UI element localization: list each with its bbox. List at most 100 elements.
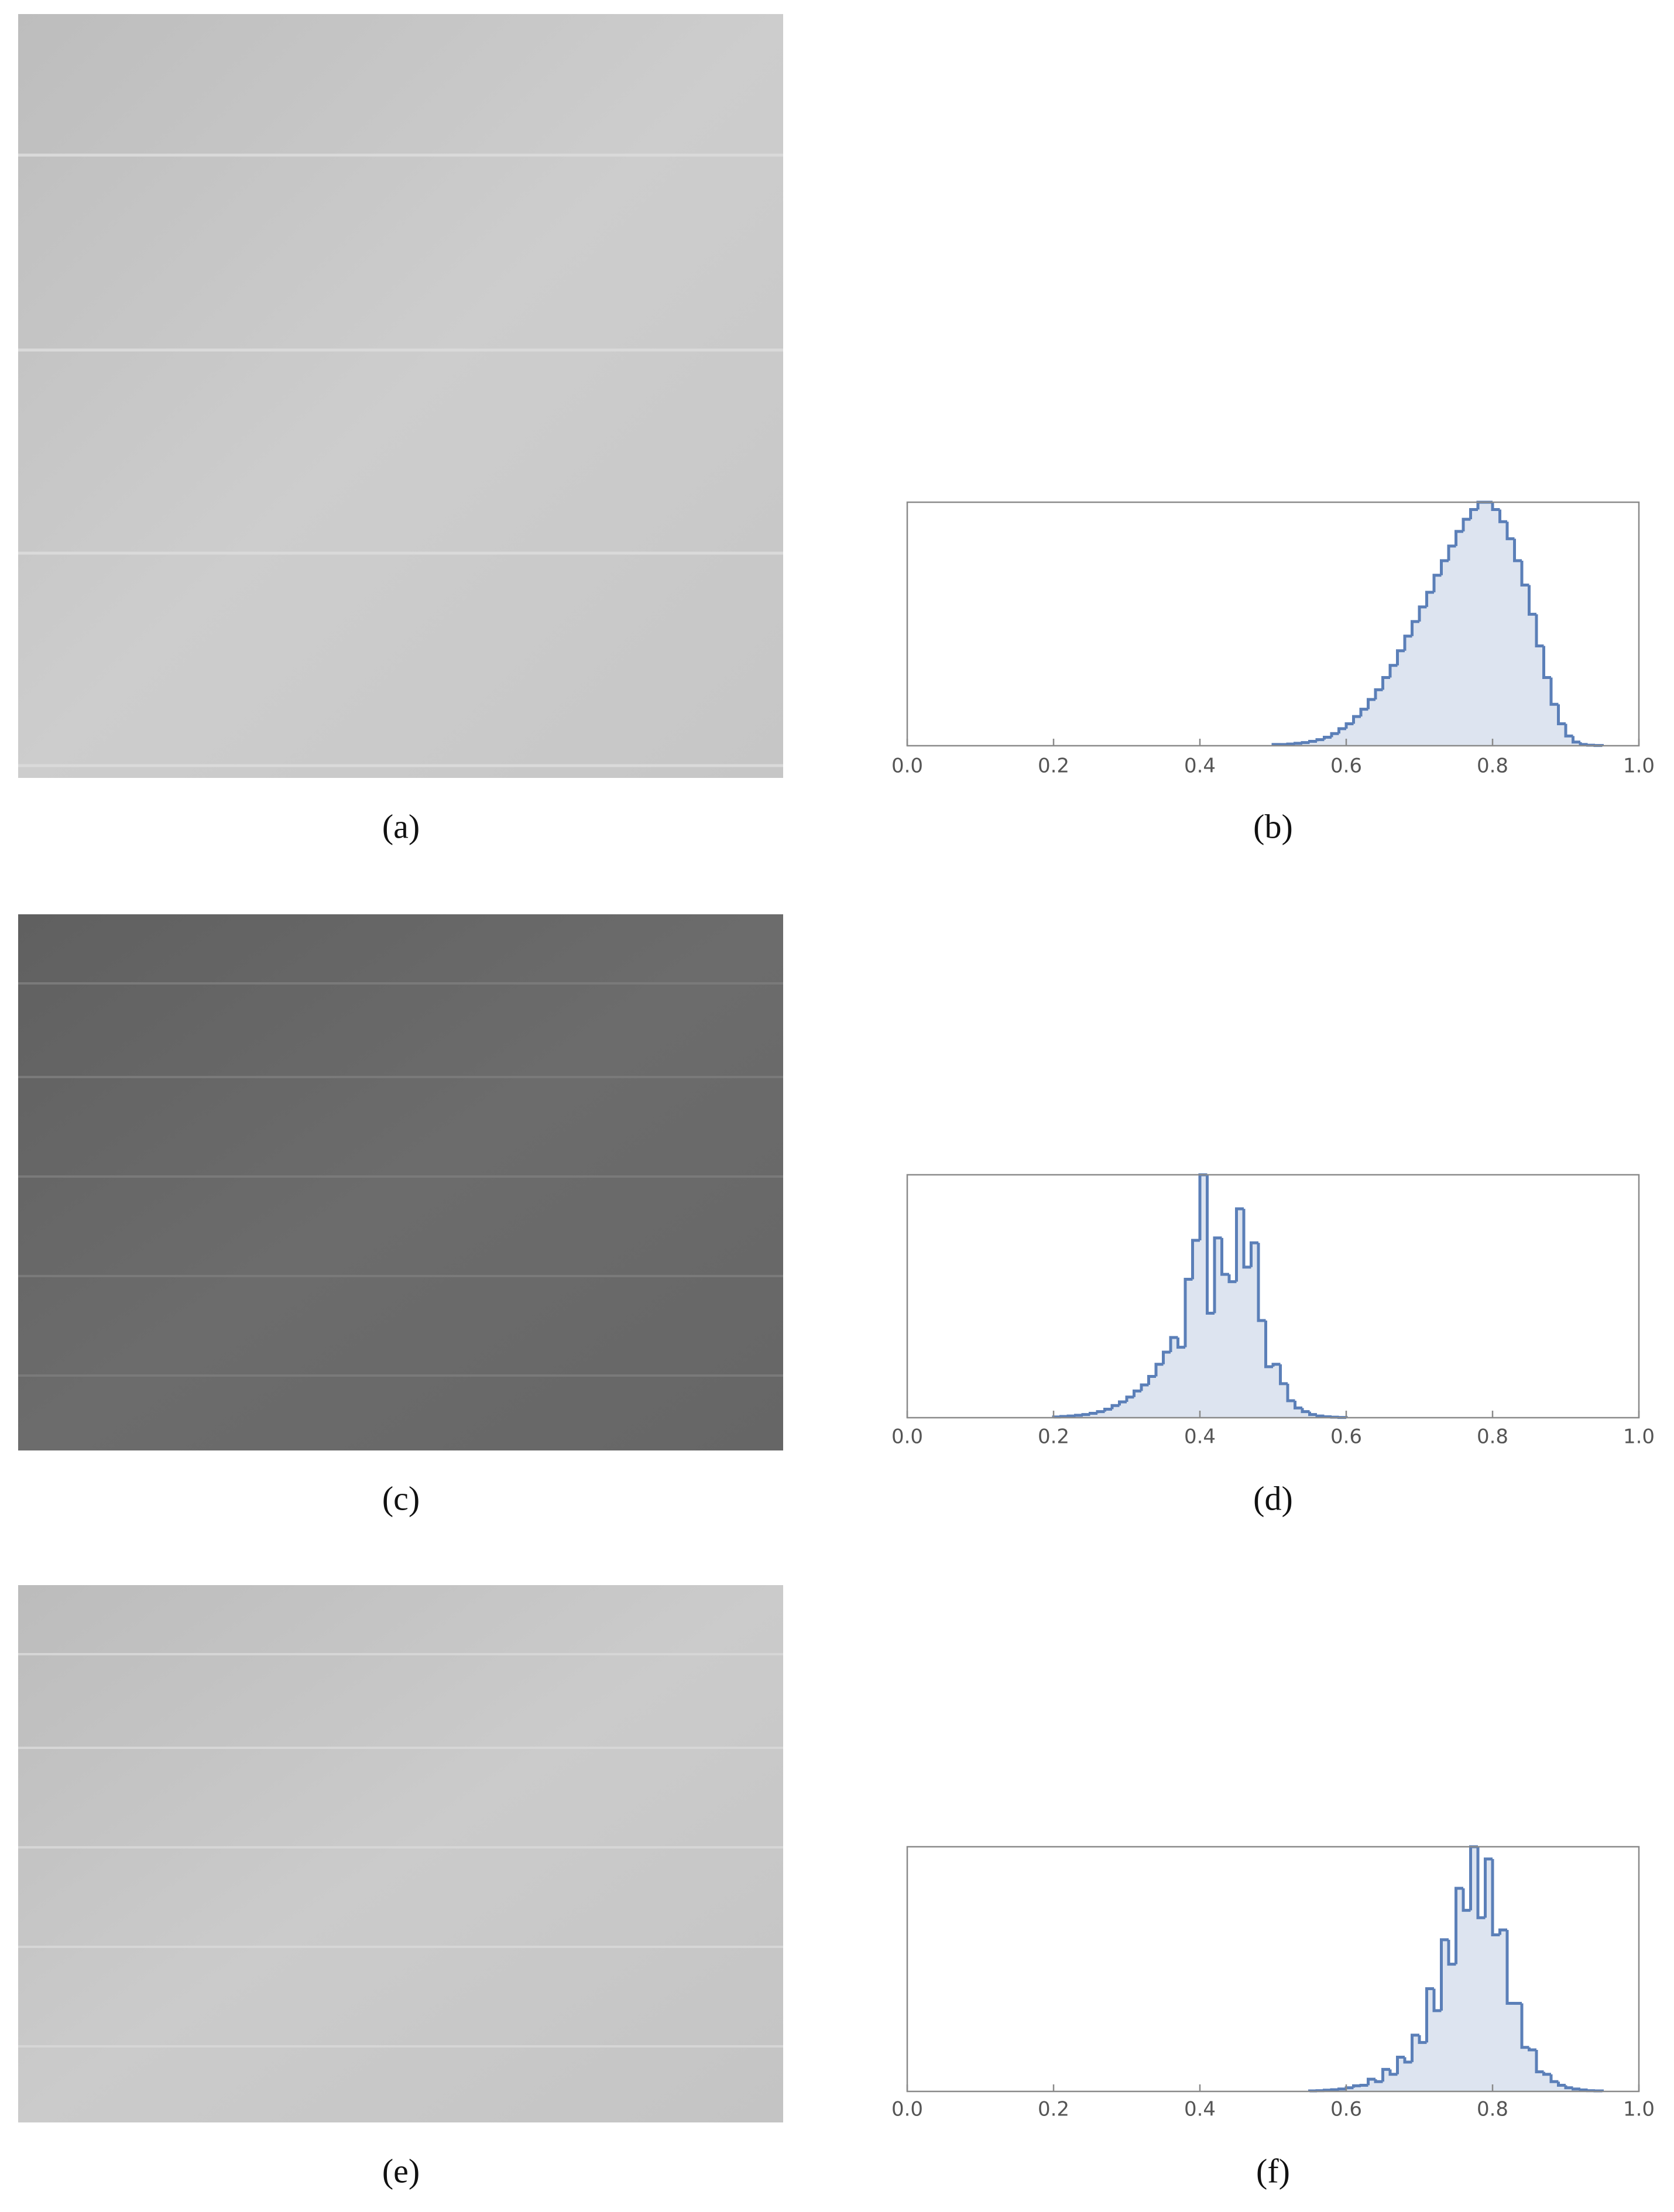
bar [1141,1384,1149,1418]
bar-outline [1425,591,1434,607]
bar-outline [1520,560,1529,587]
bar-outline [1403,2057,1412,2064]
bar [1171,1338,1178,1418]
bar [1339,728,1346,746]
bar-outline [1096,1410,1105,1414]
bar-outline [1367,698,1375,709]
bar-outline [1425,1987,1434,2043]
bar [1500,522,1507,746]
bar [1148,1376,1156,1418]
bar [1470,1847,1478,2091]
bar [1346,2087,1354,2091]
bar [1543,677,1551,746]
bar [1456,1888,1463,2091]
bar-outline [1411,620,1419,636]
bar [1200,1175,1208,1418]
bar [1566,736,1573,746]
bar [1156,1364,1164,1418]
bar-outline [1294,1400,1302,1409]
bar-outline [1579,742,1588,746]
bar [1353,2086,1361,2091]
bar [1302,742,1310,746]
bar-outline [1491,1858,1500,1936]
bar-outline [1396,2055,1405,2074]
bar-outline [1301,1408,1310,1414]
bar-outline [1118,1400,1127,1406]
bar [1368,699,1375,746]
bar [1397,650,1405,746]
bar-outline [1528,2047,1536,2052]
bar-outline [1476,1847,1486,1919]
bar [1405,636,1412,746]
bar-outline [1330,732,1339,738]
plot-frame [906,1846,1640,2093]
bar-outline [1572,736,1580,744]
x-tick-label: 0.6 [1330,2098,1362,2121]
bar [1536,2072,1544,2091]
chart-caption: (f) [1256,2152,1290,2190]
bar-outline [1323,2088,1332,2092]
x-tick-label: 1.0 [1623,1425,1655,1449]
bar-outline [1352,2084,1361,2088]
bar [1317,739,1325,746]
bar-outline [1381,676,1390,690]
bar-outline [1542,646,1551,680]
bar-outline [1286,742,1295,746]
bar [1295,1408,1302,1418]
bar-outline [1374,2079,1383,2083]
bar-outline [1381,2067,1390,2082]
bar [1558,2085,1566,2091]
bar-outline [1505,522,1515,540]
bar-outline [1411,2033,1419,2062]
bar-outline [1337,2087,1346,2091]
bar-outline [1162,1350,1171,1364]
bar-outline [1418,605,1427,622]
bar-outline [1374,688,1383,699]
bar-outline [1505,1930,1515,2005]
bar [1236,1209,1244,1418]
bar-outline [1462,1888,1471,1912]
bar [1566,2087,1573,2091]
bar-outline [1323,735,1332,740]
bar-outline [1432,1988,1442,2012]
bar-outline [1447,1939,1456,1966]
bar-outline [1440,1938,1449,2011]
bar [1383,677,1390,746]
bar-outline [1213,1236,1222,1314]
x-tick-label: 0.4 [1184,1425,1216,1449]
bar [1558,723,1566,746]
image-e [18,1585,783,2122]
bar [1273,1364,1281,1418]
bar-outline [1147,1374,1156,1385]
bar [1419,606,1427,746]
x-tick-label: 0.8 [1477,2098,1508,2121]
bar-outline [1455,1887,1463,1964]
bar [1478,1918,1486,2091]
bar-outline [1344,722,1354,729]
bar [1485,1858,1493,2091]
bar-outline [1498,509,1507,523]
bar-outline [1359,708,1368,717]
bar [1258,1321,1266,1418]
histogram: 0.0 0.2 0.4 0.6 0.8 1.0 (d) [891,1173,1655,1517]
bar [1097,1411,1105,1418]
bar-outline [1308,1411,1317,1417]
bar-outline [1557,2081,1566,2087]
bar [1507,2003,1515,2091]
x-tick-label: 0.0 [891,755,923,778]
bar-outline [1462,517,1471,531]
bar [1353,716,1361,746]
bar-outline [1535,614,1544,647]
bar [1441,560,1449,746]
bar-outline [1542,2072,1551,2076]
bar [1434,2011,1442,2091]
bar-outline [1250,1241,1258,1267]
bar-outline [1184,1277,1193,1347]
image-c [18,914,783,1450]
bar [1522,585,1529,746]
bar-outline [1447,544,1456,561]
x-tick-label: 0.8 [1477,1425,1508,1449]
bar [1361,2085,1368,2091]
bar [1449,1964,1456,2091]
x-tick-label: 0.4 [1184,755,1216,778]
